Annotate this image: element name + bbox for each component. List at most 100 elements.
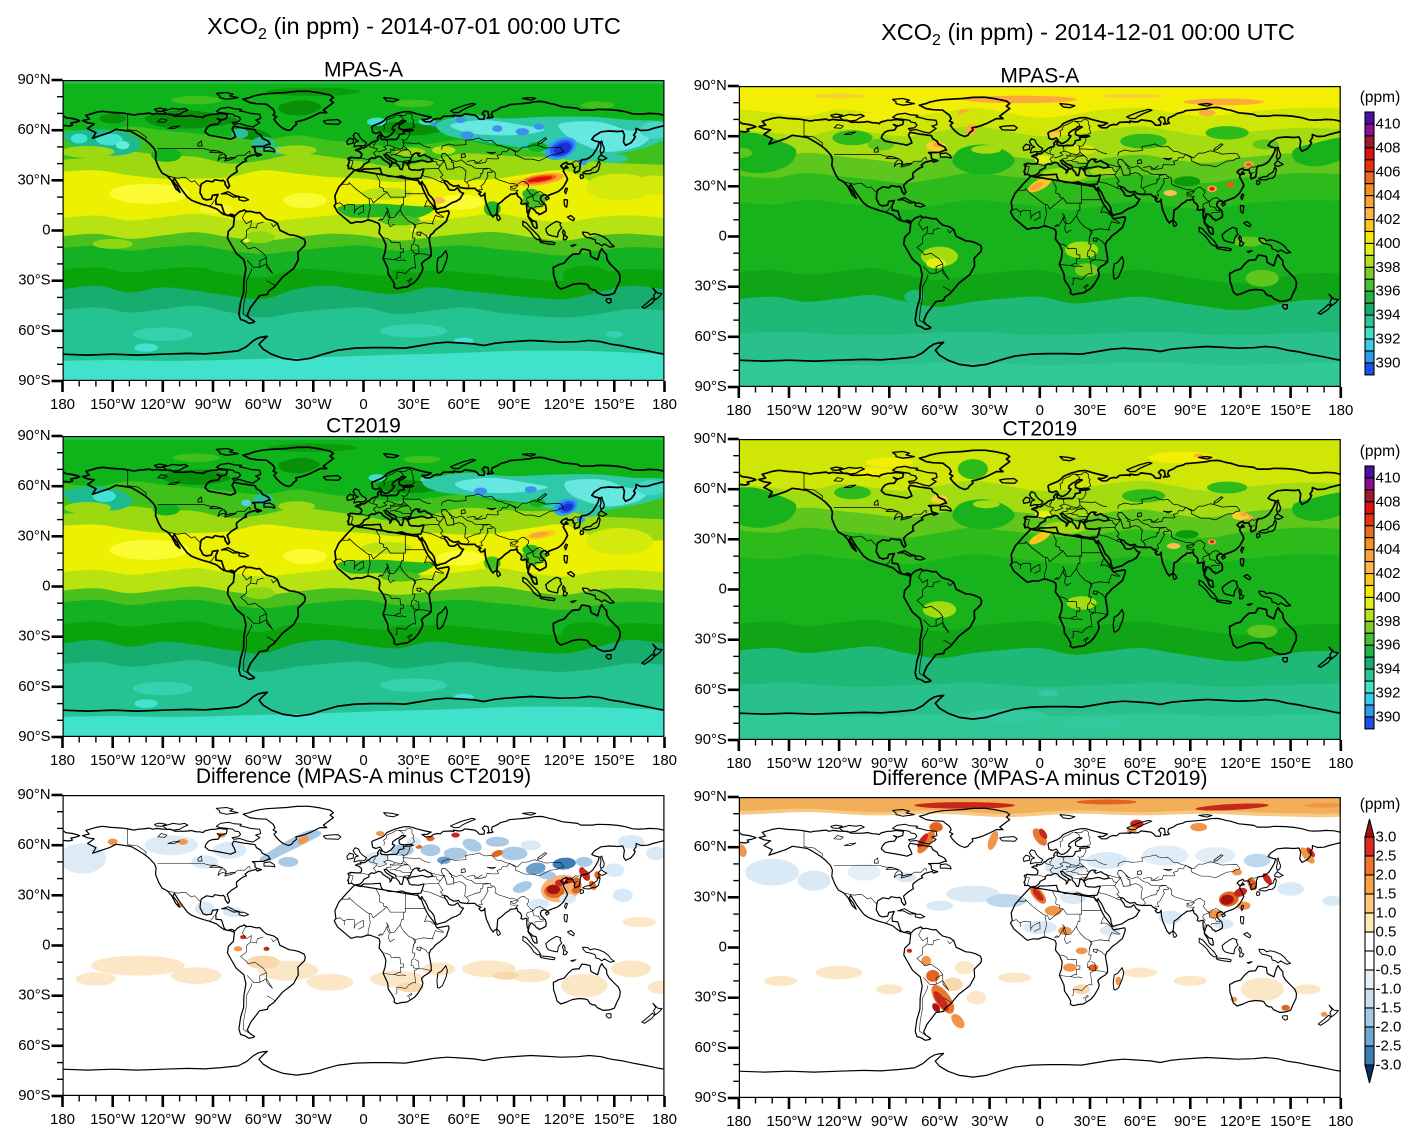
svg-text:404: 404: [1376, 187, 1401, 204]
svg-text:60°N: 60°N: [17, 478, 50, 494]
svg-text:120°E: 120°E: [544, 396, 585, 413]
svg-text:90°E: 90°E: [498, 752, 531, 769]
svg-text:XCO2 (in ppm) - 2014-07-01 00:: XCO2 (in ppm) - 2014-07-01 00:00 UTC: [207, 13, 621, 43]
svg-text:30°E: 30°E: [397, 1111, 430, 1128]
svg-text:MPAS-A: MPAS-A: [1000, 65, 1079, 88]
svg-text:60°W: 60°W: [921, 755, 959, 772]
svg-text:120°W: 120°W: [140, 752, 186, 769]
svg-text:90°S: 90°S: [18, 373, 50, 389]
svg-text:390: 390: [1376, 709, 1401, 726]
svg-text:60°W: 60°W: [245, 396, 283, 413]
svg-text:90°N: 90°N: [17, 787, 50, 803]
svg-text:400: 400: [1376, 589, 1401, 606]
svg-text:60°S: 60°S: [18, 1038, 50, 1054]
svg-text:90°S: 90°S: [18, 729, 50, 745]
svg-text:90°N: 90°N: [694, 431, 727, 447]
svg-text:(ppm): (ppm): [1360, 443, 1400, 460]
svg-text:390: 390: [1376, 354, 1401, 371]
svg-text:30°S: 30°S: [695, 632, 727, 648]
svg-text:30°W: 30°W: [295, 752, 333, 769]
svg-text:404: 404: [1376, 541, 1401, 558]
svg-text:394: 394: [1376, 307, 1401, 324]
svg-text:396: 396: [1376, 637, 1401, 654]
svg-text:398: 398: [1376, 259, 1401, 276]
svg-text:0: 0: [42, 579, 50, 595]
svg-text:180: 180: [1328, 755, 1353, 772]
svg-text:60°N: 60°N: [694, 128, 727, 144]
svg-text:90°W: 90°W: [195, 1111, 233, 1128]
svg-text:180: 180: [50, 396, 75, 413]
svg-text:90°W: 90°W: [871, 1113, 909, 1130]
svg-text:30°W: 30°W: [295, 1111, 333, 1128]
svg-text:1.0: 1.0: [1376, 905, 1397, 922]
svg-text:-0.5: -0.5: [1376, 962, 1402, 979]
svg-text:150°W: 150°W: [90, 752, 136, 769]
svg-text:90°W: 90°W: [871, 755, 909, 772]
svg-text:-1.0: -1.0: [1376, 981, 1402, 998]
svg-text:150°W: 150°W: [766, 755, 812, 772]
svg-text:0: 0: [719, 940, 727, 956]
svg-text:150°E: 150°E: [594, 1111, 635, 1128]
svg-text:90°E: 90°E: [1174, 1113, 1207, 1130]
svg-text:408: 408: [1376, 139, 1401, 156]
svg-text:0: 0: [719, 229, 727, 245]
svg-text:1.5: 1.5: [1376, 886, 1397, 903]
svg-text:180: 180: [652, 752, 677, 769]
svg-text:60°E: 60°E: [1124, 755, 1157, 772]
svg-text:90°E: 90°E: [498, 1111, 531, 1128]
svg-text:CT2019: CT2019: [326, 415, 401, 438]
svg-text:120°E: 120°E: [1220, 402, 1261, 419]
svg-text:392: 392: [1376, 685, 1401, 702]
svg-text:XCO2 (in ppm) - 2014-12-01 00:: XCO2 (in ppm) - 2014-12-01 00:00 UTC: [881, 19, 1295, 49]
svg-text:90°S: 90°S: [695, 379, 727, 395]
svg-text:Difference (MPAS-A minus CT201: Difference (MPAS-A minus CT2019): [872, 767, 1207, 790]
svg-text:60°E: 60°E: [447, 396, 480, 413]
svg-text:0: 0: [359, 752, 367, 769]
svg-text:90°S: 90°S: [18, 1088, 50, 1104]
svg-text:90°E: 90°E: [498, 396, 531, 413]
svg-text:(ppm): (ppm): [1360, 89, 1400, 106]
svg-text:60°W: 60°W: [921, 1113, 959, 1130]
svg-text:60°S: 60°S: [695, 329, 727, 345]
svg-text:394: 394: [1376, 661, 1401, 678]
svg-text:120°W: 120°W: [817, 1113, 863, 1130]
svg-text:90°N: 90°N: [17, 428, 50, 444]
svg-text:180: 180: [50, 752, 75, 769]
svg-text:30°W: 30°W: [295, 396, 333, 413]
svg-text:(ppm): (ppm): [1360, 796, 1400, 813]
svg-text:406: 406: [1376, 163, 1401, 180]
svg-text:30°N: 30°N: [694, 178, 727, 194]
svg-text:3.0: 3.0: [1376, 829, 1397, 846]
svg-text:30°N: 30°N: [694, 531, 727, 547]
svg-text:90°N: 90°N: [694, 789, 727, 805]
svg-text:90°S: 90°S: [695, 1090, 727, 1106]
svg-text:392: 392: [1376, 331, 1401, 348]
svg-text:150°W: 150°W: [90, 396, 136, 413]
svg-text:0.0: 0.0: [1376, 943, 1397, 960]
svg-text:30°E: 30°E: [397, 752, 430, 769]
svg-text:30°W: 30°W: [971, 755, 1009, 772]
svg-text:150°W: 150°W: [766, 402, 812, 419]
svg-text:60°W: 60°W: [245, 752, 283, 769]
svg-text:90°S: 90°S: [695, 732, 727, 748]
svg-text:60°E: 60°E: [447, 1111, 480, 1128]
svg-text:150°E: 150°E: [1270, 1113, 1311, 1130]
svg-text:30°W: 30°W: [971, 402, 1009, 419]
svg-text:150°E: 150°E: [1270, 755, 1311, 772]
svg-text:0: 0: [1036, 402, 1044, 419]
svg-text:60°S: 60°S: [695, 1040, 727, 1056]
svg-text:CT2019: CT2019: [1002, 418, 1077, 441]
svg-text:406: 406: [1376, 517, 1401, 534]
svg-text:60°W: 60°W: [245, 1111, 283, 1128]
svg-text:180: 180: [1328, 402, 1353, 419]
svg-text:60°E: 60°E: [447, 752, 480, 769]
svg-text:402: 402: [1376, 565, 1401, 582]
svg-text:120°E: 120°E: [544, 752, 585, 769]
svg-text:150°E: 150°E: [594, 396, 635, 413]
svg-text:120°W: 120°W: [140, 396, 186, 413]
svg-text:120°E: 120°E: [544, 1111, 585, 1128]
svg-text:30°E: 30°E: [397, 396, 430, 413]
svg-text:60°S: 60°S: [18, 679, 50, 695]
svg-text:398: 398: [1376, 613, 1401, 630]
svg-text:30°S: 30°S: [18, 273, 50, 289]
